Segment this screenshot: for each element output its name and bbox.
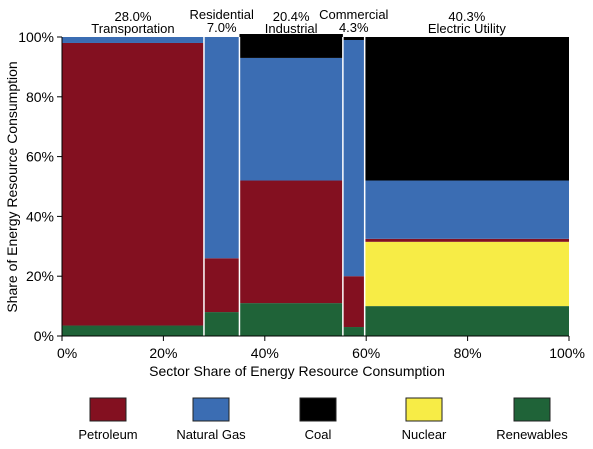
sector-label-electric-utility-share: 40.3% [448, 9, 485, 24]
mosaic-cell-residential-natural-gas [203, 37, 240, 259]
sector-label-electric-utility-name: Electric Utility [428, 21, 507, 36]
axes [61, 37, 569, 337]
sector-label-residential-name: Residential [190, 7, 254, 22]
x-tick-label: 80% [454, 345, 482, 361]
y-tick-label: 100% [18, 29, 54, 45]
mosaic-cell-industrial-renewables [239, 303, 343, 336]
mosaic-cell-commercial-petroleum [342, 276, 365, 328]
legend-label-renewables: Renewables [496, 427, 568, 442]
y-tick-label: 20% [26, 268, 54, 284]
y-axis-label: Share of Energy Resource Consumption [4, 61, 20, 312]
legend-label-petroleum: Petroleum [78, 427, 137, 442]
x-tick-label: 0% [57, 345, 77, 361]
x-tick-label: 60% [352, 345, 380, 361]
mosaic-cell-industrial-petroleum [239, 180, 343, 304]
x-tick-label: 20% [149, 345, 177, 361]
mosaic-cell-commercial-renewables [342, 327, 365, 336]
mosaic-cell-electric-utility-natural-gas [364, 180, 569, 239]
legend: Petroleum Natural Gas Coal Nuclear Renewable… [78, 397, 568, 442]
legend-swatch-petroleum [89, 397, 127, 422]
mosaic-cell-transportation-natural-gas [62, 37, 204, 43]
sector-label-industrial-share: 20.4% [273, 9, 310, 24]
sector-label-transportation-name: Transportation [91, 21, 174, 36]
sector-label-commercial-name: Commercial [319, 7, 388, 22]
plot-area [62, 34, 569, 336]
mosaic-cell-electric-utility-nuclear [364, 241, 569, 307]
legend-swatch-natural-gas [192, 397, 230, 422]
mosaic-cell-electric-utility-renewables [364, 306, 569, 336]
mosaic-cell-commercial-coal [342, 37, 365, 40]
mosaic-cell-residential-renewables [203, 312, 240, 336]
mosaic-cell-commercial-natural-gas [342, 39, 365, 277]
y-ticks: 0% 20% 40% 60% 80% 100% [18, 29, 62, 344]
sector-label-residential-share: 7.0% [207, 20, 237, 35]
x-tick-label: 40% [251, 345, 279, 361]
x-ticks: 0% 20% 40% 60% 80% 100% [57, 336, 585, 361]
mosaic-cell-transportation-petroleum [62, 42, 204, 326]
y-tick-label: 0% [34, 328, 54, 344]
legend-swatch-coal [299, 397, 337, 422]
mosaic-cell-transportation-renewables [62, 325, 204, 336]
mosaic-cell-residential-petroleum [203, 258, 240, 313]
mosaic-cell-electric-utility-petroleum [364, 238, 569, 242]
legend-label-nuclear: Nuclear [402, 427, 447, 442]
legend-label-natural-gas: Natural Gas [176, 427, 246, 442]
sector-label-transportation-share: 28.0% [115, 9, 152, 24]
mosaic-cell-industrial-natural-gas [239, 57, 343, 181]
y-tick-label: 60% [26, 149, 54, 165]
legend-swatch-nuclear [405, 397, 443, 422]
mosaic-cell-electric-utility-coal [364, 37, 569, 181]
mosaic-cell-industrial-coal [239, 34, 343, 58]
x-tick-label: 100% [549, 345, 585, 361]
x-axis-label: Sector Share of Energy Resource Consumpt… [149, 363, 445, 379]
legend-label-coal: Coal [305, 427, 332, 442]
sector-label-commercial-share: 4.3% [339, 20, 369, 35]
legend-swatch-renewables [513, 397, 551, 422]
sector-label-industrial-name: Industrial [265, 21, 318, 36]
y-tick-label: 80% [26, 89, 54, 105]
y-tick-label: 40% [26, 208, 54, 224]
